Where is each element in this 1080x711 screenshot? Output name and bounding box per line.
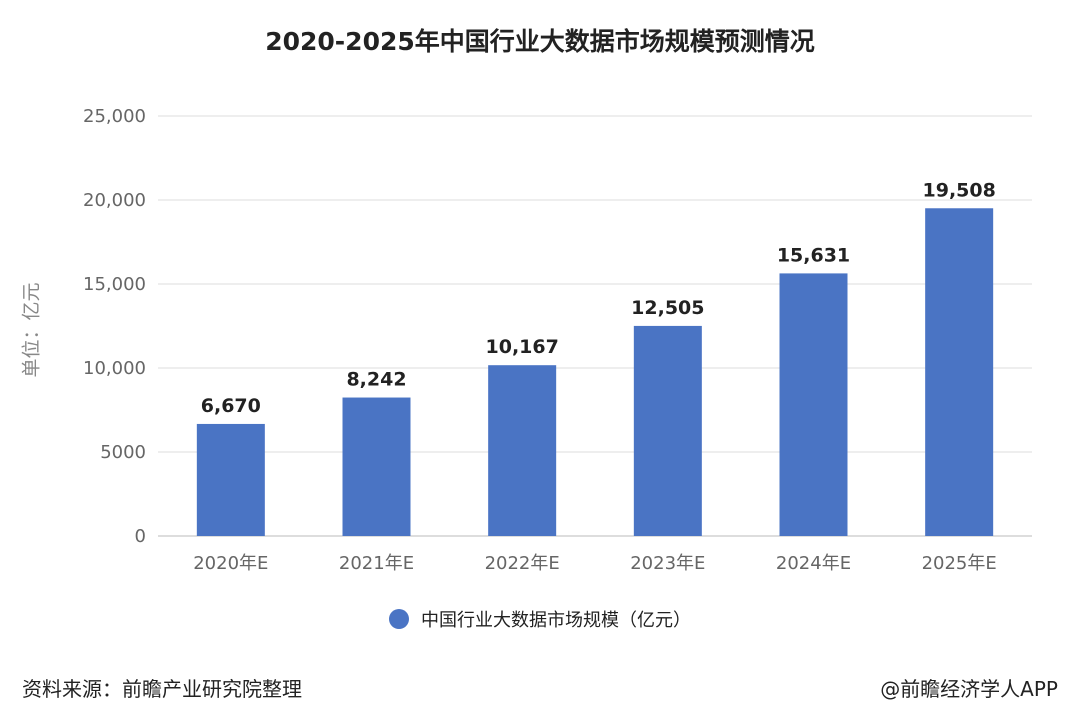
y-tick-labels: 0 5000 10,000 15,000 20,000 25,000 xyxy=(83,106,146,547)
x-tick-label: 2023年E xyxy=(630,553,705,574)
x-tick-label: 2022年E xyxy=(485,553,560,574)
y-tick-label: 15,000 xyxy=(83,274,146,295)
y-tick-label: 20,000 xyxy=(83,190,146,211)
bar xyxy=(633,325,702,536)
data-label: 8,242 xyxy=(346,369,406,391)
y-tick-label: 0 xyxy=(135,526,146,547)
gridlines xyxy=(158,115,1032,537)
bar xyxy=(342,397,411,536)
legend: 中国行业大数据市场规模（亿元） xyxy=(0,606,1080,632)
x-tick-label: 2025年E xyxy=(922,553,997,574)
chart-title: 2020-2025年中国行业大数据市场规模预测情况 xyxy=(265,27,815,56)
bar xyxy=(488,365,557,536)
data-label: 19,508 xyxy=(923,179,996,201)
bar xyxy=(779,273,848,536)
data-label: 12,505 xyxy=(631,297,704,319)
bars xyxy=(196,208,994,536)
y-tick-label: 10,000 xyxy=(83,358,146,379)
y-tick-label: 25,000 xyxy=(83,106,146,127)
data-label: 15,631 xyxy=(777,244,850,266)
data-label: 10,167 xyxy=(486,336,559,358)
data-label: 6,670 xyxy=(201,395,261,417)
legend-label: 中国行业大数据市场规模（亿元） xyxy=(421,610,691,631)
x-tick-label: 2020年E xyxy=(193,553,268,574)
source-note: 资料来源：前瞻产业研究院整理 xyxy=(22,677,302,701)
bar xyxy=(925,208,994,536)
x-tick-label: 2021年E xyxy=(339,553,414,574)
y-tick-label: 5000 xyxy=(100,442,146,463)
legend-swatch xyxy=(389,609,409,629)
data-labels: 6,670 8,242 10,167 12,505 15,631 19,508 xyxy=(201,179,996,417)
credit-note: @前瞻经济学人APP xyxy=(880,677,1058,701)
bar xyxy=(196,423,265,536)
x-tick-labels: 2020年E 2021年E 2022年E 2023年E 2024年E 2025年E xyxy=(193,553,997,574)
x-tick-label: 2024年E xyxy=(776,553,851,574)
